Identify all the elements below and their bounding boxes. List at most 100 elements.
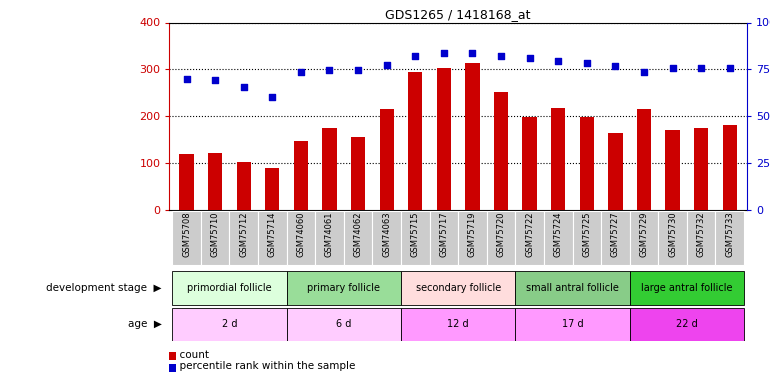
Text: GSM75733: GSM75733: [725, 212, 735, 258]
Text: 2 d: 2 d: [222, 320, 237, 329]
Bar: [437, 68, 451, 210]
Text: 12 d: 12 d: [447, 320, 469, 329]
Point: [266, 94, 279, 100]
Text: GSM75712: GSM75712: [239, 212, 248, 257]
Bar: [694, 128, 708, 210]
Text: GSM75715: GSM75715: [410, 212, 420, 257]
Bar: [458, 211, 487, 265]
Bar: [201, 211, 229, 265]
Bar: [658, 211, 687, 265]
Bar: [380, 109, 393, 210]
Point: [609, 63, 621, 69]
Text: GSM75722: GSM75722: [525, 212, 534, 257]
Bar: [169, 352, 176, 360]
Bar: [601, 211, 630, 265]
Bar: [487, 211, 515, 265]
Text: primordial follicle: primordial follicle: [187, 283, 272, 293]
Text: secondary follicle: secondary follicle: [416, 283, 500, 293]
Bar: [630, 308, 744, 340]
Bar: [169, 364, 176, 372]
Bar: [401, 308, 515, 340]
Text: GSM75725: GSM75725: [582, 212, 591, 257]
Text: percentile rank within the sample: percentile rank within the sample: [173, 361, 356, 370]
Point: [552, 58, 564, 64]
Bar: [687, 211, 715, 265]
Text: GSM75708: GSM75708: [182, 212, 191, 257]
Point: [180, 76, 192, 82]
Text: GSM75724: GSM75724: [554, 212, 563, 257]
Text: GSM75729: GSM75729: [639, 212, 648, 257]
Bar: [401, 271, 515, 305]
Bar: [551, 108, 565, 210]
Text: 6 d: 6 d: [336, 320, 351, 329]
Text: age  ▶: age ▶: [128, 320, 162, 329]
Text: GSM75717: GSM75717: [440, 212, 448, 257]
Text: large antral follicle: large antral follicle: [641, 283, 732, 293]
Text: GSM75730: GSM75730: [668, 212, 677, 257]
Bar: [373, 211, 401, 265]
Bar: [343, 211, 373, 265]
Text: GSM75727: GSM75727: [611, 212, 620, 257]
Bar: [494, 92, 508, 210]
Point: [724, 64, 736, 70]
Text: GSM74061: GSM74061: [325, 212, 334, 257]
Text: small antral follicle: small antral follicle: [526, 283, 619, 293]
Text: 17 d: 17 d: [561, 320, 584, 329]
Bar: [258, 211, 286, 265]
Bar: [172, 271, 286, 305]
Text: GSM75719: GSM75719: [468, 212, 477, 257]
Point: [495, 53, 507, 59]
Point: [638, 69, 650, 75]
Point: [209, 77, 221, 83]
Bar: [630, 271, 744, 305]
Bar: [465, 63, 480, 210]
Bar: [401, 211, 430, 265]
Text: GSM75714: GSM75714: [268, 212, 277, 257]
Bar: [544, 211, 573, 265]
Point: [437, 51, 450, 57]
Text: GSM74060: GSM74060: [296, 212, 306, 257]
Bar: [430, 211, 458, 265]
Bar: [608, 133, 622, 210]
Bar: [172, 308, 286, 340]
Bar: [630, 211, 658, 265]
Point: [380, 62, 393, 68]
Bar: [715, 211, 744, 265]
Bar: [573, 211, 601, 265]
Bar: [179, 154, 194, 210]
Bar: [515, 271, 630, 305]
Bar: [208, 153, 223, 210]
Point: [524, 55, 536, 61]
Bar: [665, 130, 680, 210]
Title: GDS1265 / 1418168_at: GDS1265 / 1418168_at: [386, 8, 531, 21]
Text: count: count: [173, 350, 209, 360]
Text: GSM74062: GSM74062: [353, 212, 363, 257]
Bar: [294, 141, 308, 210]
Bar: [408, 72, 423, 210]
Bar: [515, 308, 630, 340]
Point: [352, 68, 364, 74]
Bar: [236, 162, 251, 210]
Text: primary follicle: primary follicle: [307, 283, 380, 293]
Bar: [722, 124, 737, 210]
Text: GSM74063: GSM74063: [382, 212, 391, 257]
Bar: [580, 117, 594, 210]
Text: GSM75720: GSM75720: [497, 212, 506, 257]
Text: GSM75732: GSM75732: [697, 212, 705, 257]
Bar: [172, 211, 201, 265]
Point: [238, 84, 250, 90]
Bar: [323, 128, 336, 210]
Text: GSM75710: GSM75710: [211, 212, 219, 257]
Bar: [265, 168, 280, 210]
Bar: [637, 109, 651, 210]
Point: [695, 64, 708, 70]
Bar: [523, 117, 537, 210]
Point: [666, 65, 678, 71]
Bar: [286, 308, 401, 340]
Bar: [351, 137, 365, 210]
Point: [467, 51, 479, 57]
Bar: [286, 211, 315, 265]
Bar: [229, 211, 258, 265]
Point: [295, 69, 307, 75]
Point: [581, 60, 593, 66]
